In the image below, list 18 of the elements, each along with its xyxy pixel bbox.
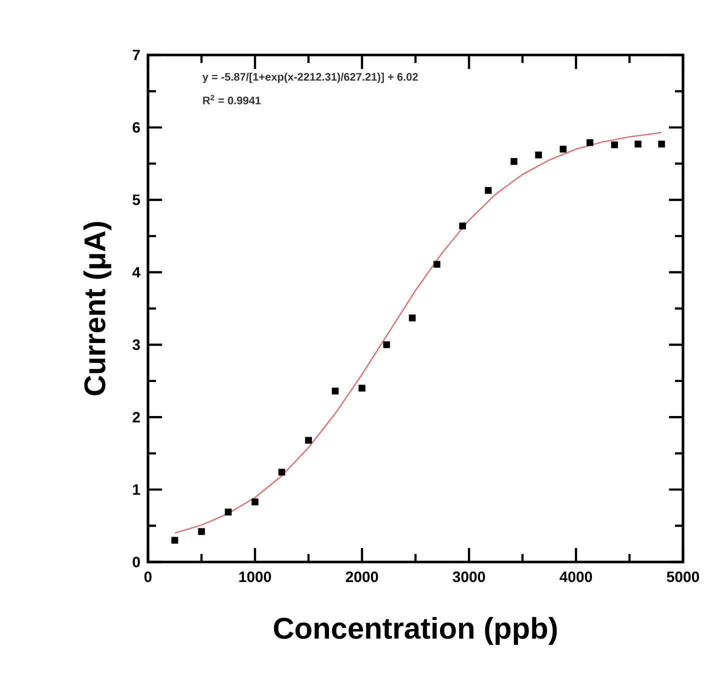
y-tick-label: 6	[132, 122, 140, 133]
annotation: y = -5.87/[1+exp(x-2212.31)/627.21)] + 6.02	[202, 72, 418, 83]
x-tick-label: 1000	[239, 572, 271, 582]
y-tick-label: 1	[133, 484, 140, 495]
x-tick-label: 5000	[666, 572, 699, 582]
y-tick-label: 3	[132, 339, 140, 350]
x-tick-label: 2000	[346, 572, 378, 582]
y-tick-label: 0	[132, 556, 140, 568]
x-axis-title: Concentration (ppb)	[274, 616, 557, 645]
y-axis-title: Current (μA)	[83, 222, 112, 396]
y-tick-label: 5	[132, 194, 140, 206]
annotation: R$^{2}$ = 0.9941	[203, 94, 261, 104]
x-tick-label: 0	[144, 572, 152, 582]
x-tick-label: 4000	[560, 572, 592, 582]
x-tick-label: 3000	[452, 572, 485, 582]
y-tick-label: 7	[132, 50, 140, 60]
y-tick-label: 4	[132, 267, 140, 278]
y-tick-label: 2	[132, 412, 140, 422]
